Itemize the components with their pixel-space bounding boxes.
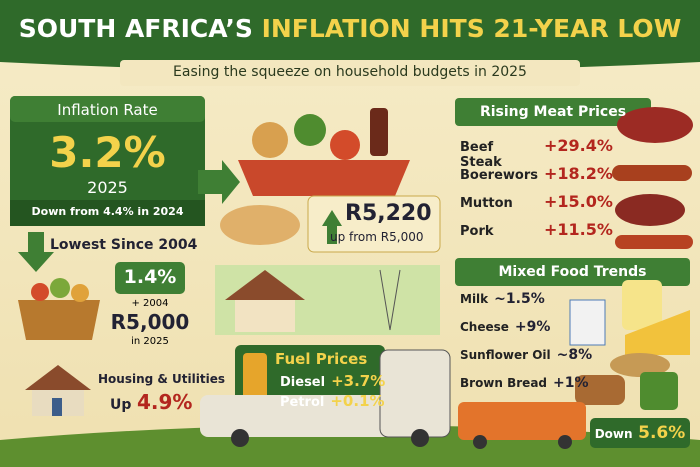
- item-name: Mutton: [460, 196, 513, 211]
- lowest-amount-year: in 2025: [131, 336, 169, 347]
- fuel-list: Diesel +3.7% Petrol +0.1%: [280, 372, 385, 412]
- fuel-item: Diesel +3.7%: [280, 372, 385, 392]
- inflation-note: Down from 4.4% in 2024: [31, 205, 184, 218]
- title-lead: SOUTH AFRICA’S: [18, 14, 253, 43]
- lowest-value: 1.4%: [123, 266, 177, 288]
- item-change: +18.2%: [544, 164, 613, 183]
- housing-value: 4.9%: [136, 390, 193, 414]
- lowest-label: Lowest Since 2004: [50, 237, 198, 253]
- item-name: Diesel: [280, 375, 326, 390]
- meat-list: Beef Steak +29.4% Boerewors +18.2% Mutton +15…: [460, 136, 613, 248]
- inflation-year: 2025: [87, 178, 128, 197]
- transport-label: Down: [594, 427, 633, 441]
- meat-item: Boerewors +18.2%: [460, 164, 613, 192]
- food-item: Milk ~1.5%: [460, 291, 592, 319]
- housing-prefix: Up: [110, 397, 132, 413]
- item-change: ~1.5%: [494, 291, 545, 307]
- food-item: Cheese +9%: [460, 319, 592, 347]
- item-change: +3.7%: [331, 372, 386, 390]
- basket-price: R5,220: [345, 201, 432, 226]
- item-name: Pork: [460, 224, 494, 239]
- item-name: Boerewors: [460, 168, 538, 183]
- inflation-label: Inflation Rate: [57, 101, 158, 119]
- item-name: Milk: [460, 292, 489, 306]
- meat-item: Mutton +15.0%: [460, 192, 613, 220]
- housing-label: Housing & Utilities: [98, 372, 225, 386]
- fuel-title: Fuel Prices: [275, 350, 368, 368]
- item-name: Sunflower Oil: [460, 348, 551, 362]
- item-change: +9%: [514, 319, 551, 335]
- item-name: Beef Steak: [460, 140, 502, 170]
- subtitle: Easing the squeeze on household budgets …: [173, 64, 527, 80]
- item-name: Petrol: [280, 395, 325, 410]
- lowest-year: + 2004: [131, 298, 169, 309]
- item-change: +15.0%: [544, 192, 613, 211]
- item-change: ~8%: [556, 347, 593, 363]
- lowest-amount: R5,000: [110, 310, 190, 334]
- food-item: Sunflower Oil ~8%: [460, 347, 592, 375]
- transport-value: 5.6%: [638, 423, 686, 443]
- item-name: Cheese: [460, 320, 509, 334]
- food-list: Milk ~1.5% Cheese +9% Sunflower Oil ~8% Brown …: [460, 291, 592, 403]
- title-highlight: INFLATION HITS 21-YEAR LOW: [261, 14, 682, 43]
- item-change: +1%: [553, 375, 589, 391]
- basket-note: up from R5,000: [330, 230, 424, 244]
- item-change: +29.4%: [544, 136, 613, 155]
- housing-change: Up 4.9%: [110, 390, 192, 414]
- meat-item: Beef Steak +29.4%: [460, 136, 613, 170]
- food-title: Mixed Food Trends: [498, 264, 647, 280]
- food-item: Brown Bread +1%: [460, 375, 592, 403]
- item-change: +11.5%: [544, 220, 613, 239]
- fuel-item: Petrol +0.1%: [280, 392, 385, 412]
- inflation-value: 3.2%: [49, 128, 166, 177]
- transport-change: Down 5.6%: [590, 423, 690, 443]
- item-name: Brown Bread: [460, 376, 548, 390]
- meat-item: Pork +11.5%: [460, 220, 613, 248]
- meat-title: Rising Meat Prices: [479, 104, 627, 120]
- title: SOUTH AFRICA’S INFLATION HITS 21-YEAR LO…: [0, 14, 700, 43]
- item-change: +0.1%: [330, 392, 385, 410]
